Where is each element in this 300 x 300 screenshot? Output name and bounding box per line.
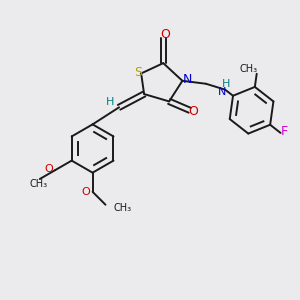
Text: CH₃: CH₃ <box>114 203 132 213</box>
Text: H: H <box>106 97 114 107</box>
Text: H: H <box>222 79 230 89</box>
Text: O: O <box>82 188 91 197</box>
Text: N: N <box>183 73 192 86</box>
Text: CH₃: CH₃ <box>29 179 47 189</box>
Text: O: O <box>44 164 53 174</box>
Text: CH₃: CH₃ <box>239 64 257 74</box>
Text: S: S <box>134 66 142 80</box>
Text: O: O <box>188 105 198 118</box>
Text: N: N <box>218 87 226 97</box>
Text: O: O <box>161 28 170 41</box>
Text: F: F <box>280 125 288 138</box>
